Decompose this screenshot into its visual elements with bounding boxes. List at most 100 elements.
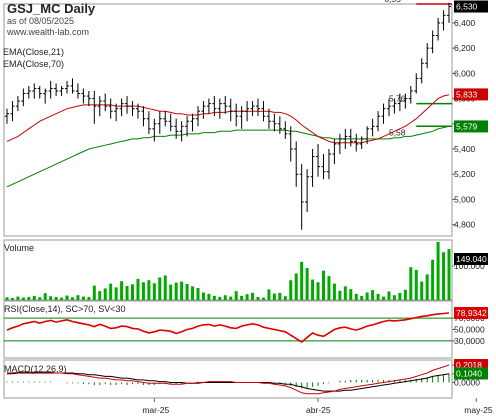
volume-bar [300,261,304,300]
volume-bar [120,281,124,300]
volume-bar [76,295,80,300]
price-axis-tick-label: 5,400 [454,144,476,154]
volume-bar [294,273,298,300]
volume-bar [196,288,200,300]
price-axis-tick-label: 5,000 [454,194,476,204]
volume-bar [234,291,238,300]
volume-bar [409,267,413,300]
macd-hist-last-tag-box [454,367,488,380]
macd-axis-tick-label: 0,0000 [454,377,480,387]
volume-bar [398,292,402,300]
macd-hist-last-tag: 0,1040 [456,368,482,378]
last-close-tag: 6,530 [456,2,478,12]
volume-bar [185,283,189,300]
volume-bar [245,294,249,300]
chart-title: GSJ_MC Daily [7,2,95,15]
volume-bar [425,274,429,300]
volume-bar [261,297,265,300]
volume-bar [283,296,287,300]
volume-bar [65,295,69,300]
rsi-line [6,312,450,343]
volume-bar [136,278,140,300]
volume-bar [403,289,407,300]
volume-bar [392,295,396,300]
volume-bar [174,282,178,300]
volume-bar [354,293,358,300]
volume-last-tag-box [454,253,488,265]
volume-bar [218,296,222,300]
volume-bar [114,287,118,300]
price-axis-tick-label: 6,200 [454,43,476,53]
macd-line [7,364,450,395]
ema-long-line [6,125,450,188]
volume-bar [436,242,440,300]
volume-bar [43,293,47,300]
volume-bar [49,296,53,300]
volume-bar [32,295,36,300]
website-text: www.wealth-lab.com [7,27,90,37]
volume-bar [442,252,446,300]
symbol-text: GSJ_MC [7,1,61,16]
price-axis-tick-label: 6,400 [454,18,476,28]
ema-short-legend: EMA(Close,21) [3,47,65,57]
volume-bar [316,282,320,300]
ema-short-tag-box [454,88,488,101]
volume-bar [98,291,102,300]
volume-bar [141,282,145,300]
volume-bar [87,296,91,300]
price-axis-tick-label: 6,000 [454,68,476,78]
last-close-tag-box [454,0,488,13]
x-tick-label: abr-25 [306,405,331,415]
volume-bar [81,296,85,300]
ema-short-line [6,94,450,144]
ema-long-tag: 5,579 [456,121,478,131]
rsi-last-tag-box [454,307,488,320]
volume-bar [109,283,113,300]
volume-bar [387,291,391,300]
volume-bar [327,276,331,300]
volume-bar [5,297,9,300]
volume-bar [305,267,309,300]
level-label: 5,58 [389,127,406,137]
volume-bar [103,288,107,300]
volume-bar [321,270,325,300]
volume-bar [251,292,255,300]
volume-bar [38,297,42,300]
volume-bar [60,297,64,300]
volume-bar [21,297,25,300]
volume-bar [201,292,205,300]
volume-bar [360,295,364,300]
rsi-pane-label: RSI(Close,14), SC>70, SV<30 [4,304,126,314]
x-tick-label: may-25 [464,405,493,415]
volume-bar [365,292,369,300]
volume-bar [229,296,233,300]
interval-text: Daily [64,1,96,16]
ema-long-tag-box [454,120,488,133]
volume-bar [420,281,424,300]
volume-bar [267,289,271,300]
rsi-last-tag: 78,9342 [456,308,487,318]
volume-bar [431,259,435,300]
volume-bar [158,277,162,300]
volume-bar [278,292,282,300]
price-axis-tick-label: 5,200 [454,169,476,179]
volume-bar [207,293,211,300]
ema-long-legend: EMA(Close,70) [3,59,65,69]
volume-bar [343,286,347,300]
volume-bar [125,286,129,300]
volume-bar [382,296,386,300]
volume-bar [289,280,293,300]
volume-bar [256,296,260,300]
volume-bar [147,280,151,300]
volume-bar [414,269,418,300]
volume-last-tag: 149.040 [456,254,487,264]
price-axis-frame [3,3,453,237]
volume-axis-frame [3,239,453,301]
volume-bar [371,290,375,300]
volume-bar [223,295,227,300]
level-label: 5,76 [389,94,406,104]
volume-bar [240,295,244,300]
